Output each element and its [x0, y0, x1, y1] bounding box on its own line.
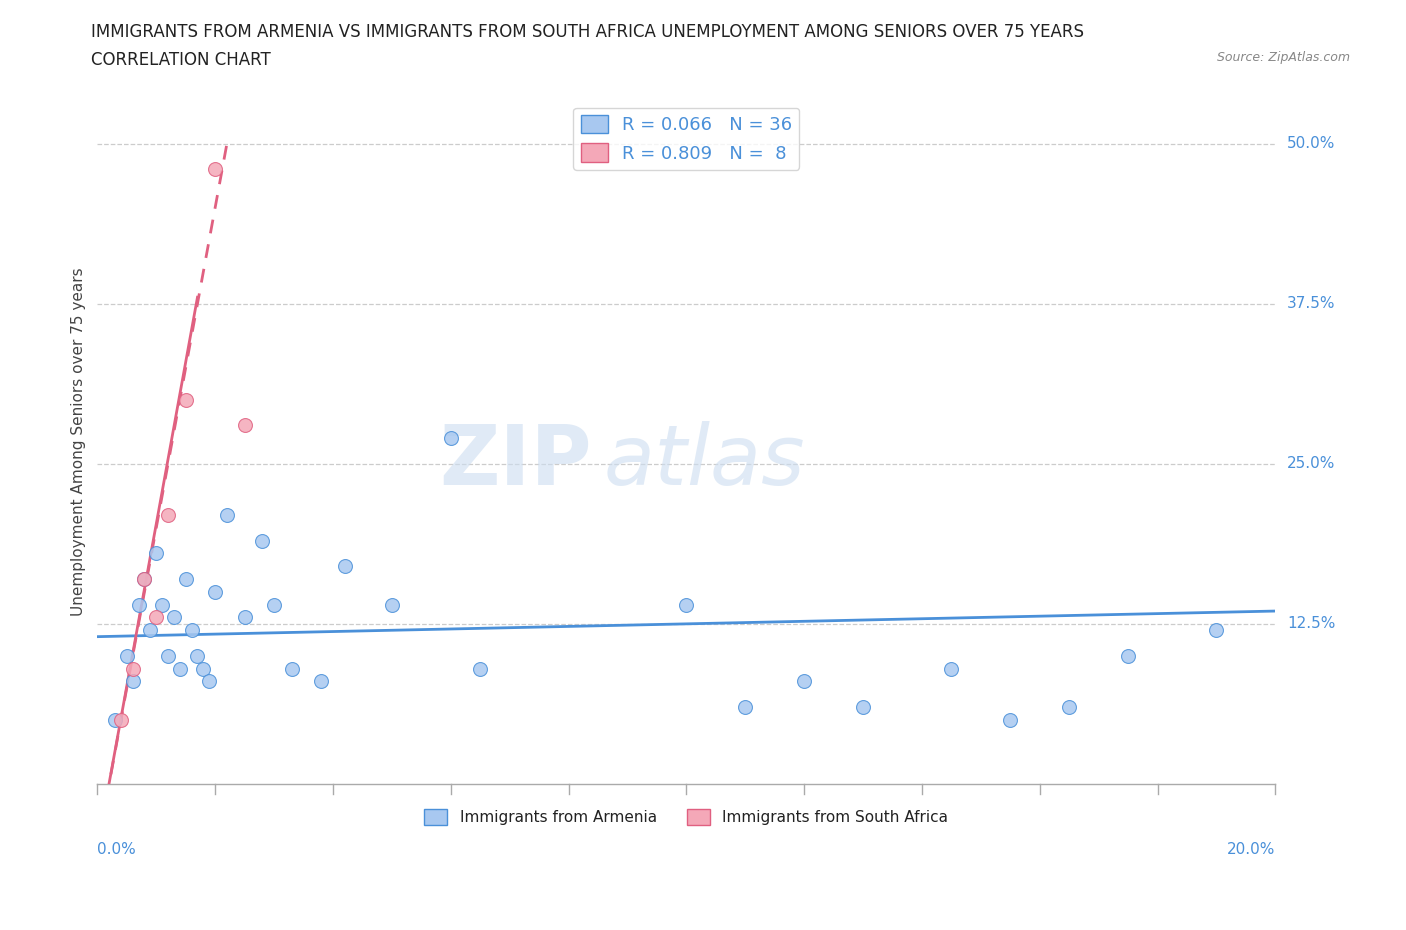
Point: [1057, 699, 1080, 714]
Text: 25.0%: 25.0%: [1286, 457, 1336, 472]
Point: [280, 661, 302, 676]
Text: Source: ZipAtlas.com: Source: ZipAtlas.com: [1216, 51, 1350, 64]
Point: [193, 661, 215, 676]
Point: [174, 392, 197, 407]
Point: [110, 712, 132, 727]
Point: [104, 712, 127, 727]
Point: [1116, 648, 1139, 663]
Point: [134, 572, 156, 587]
Point: [233, 610, 256, 625]
Text: atlas: atlas: [605, 421, 806, 502]
Point: [941, 661, 963, 676]
Point: [470, 661, 492, 676]
Point: [121, 674, 143, 689]
Point: [263, 597, 285, 612]
Point: [157, 648, 180, 663]
Point: [204, 162, 226, 177]
Text: 12.5%: 12.5%: [1286, 617, 1336, 631]
Point: [121, 661, 143, 676]
Text: 50.0%: 50.0%: [1286, 136, 1336, 151]
Text: IMMIGRANTS FROM ARMENIA VS IMMIGRANTS FROM SOUTH AFRICA UNEMPLOYMENT AMONG SENIO: IMMIGRANTS FROM ARMENIA VS IMMIGRANTS FR…: [91, 23, 1084, 41]
Text: ZIP: ZIP: [440, 421, 592, 502]
Point: [139, 623, 162, 638]
Point: [333, 559, 356, 574]
Point: [252, 533, 274, 548]
Point: [440, 431, 463, 445]
Text: 0.0%: 0.0%: [97, 842, 136, 857]
Point: [174, 572, 197, 587]
Point: [215, 508, 238, 523]
Point: [793, 674, 815, 689]
Point: [381, 597, 404, 612]
Point: [145, 610, 167, 625]
Point: [157, 508, 180, 523]
Point: [852, 699, 875, 714]
Y-axis label: Unemployment Among Seniors over 75 years: Unemployment Among Seniors over 75 years: [72, 267, 86, 616]
Point: [233, 418, 256, 432]
Point: [150, 597, 173, 612]
Point: [734, 699, 756, 714]
Point: [134, 572, 156, 587]
Point: [145, 546, 167, 561]
Point: [180, 623, 202, 638]
Point: [186, 648, 208, 663]
Point: [675, 597, 697, 612]
Point: [163, 610, 186, 625]
Point: [198, 674, 221, 689]
Point: [204, 584, 226, 599]
Point: [309, 674, 332, 689]
Point: [1000, 712, 1022, 727]
Point: [1205, 623, 1227, 638]
Point: [115, 648, 138, 663]
Point: [169, 661, 191, 676]
Point: [128, 597, 150, 612]
Legend: Immigrants from Armenia, Immigrants from South Africa: Immigrants from Armenia, Immigrants from…: [418, 803, 955, 831]
Text: 20.0%: 20.0%: [1227, 842, 1275, 857]
Text: CORRELATION CHART: CORRELATION CHART: [91, 51, 271, 69]
Text: 37.5%: 37.5%: [1286, 296, 1336, 312]
